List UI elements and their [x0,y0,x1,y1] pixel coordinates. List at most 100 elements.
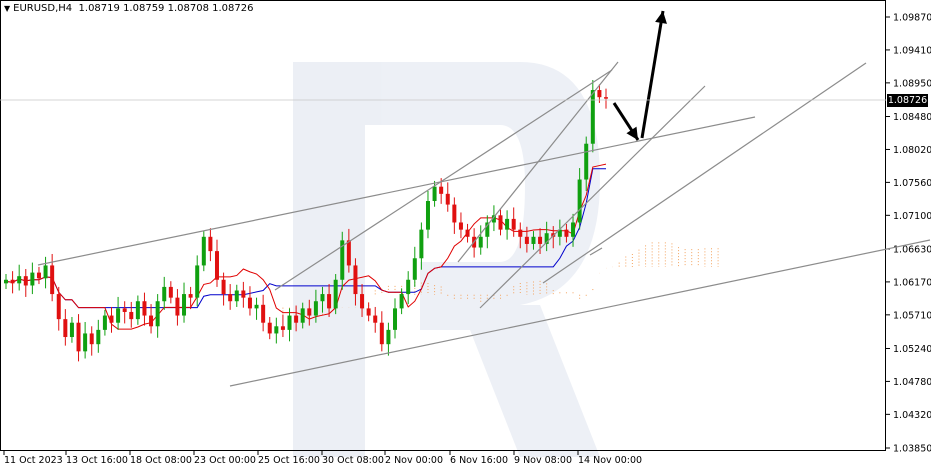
bear-candle [373,315,378,323]
bear-candle [458,222,463,230]
bull-candle [83,333,88,352]
bull-candle [287,315,292,330]
x-tick-label: 23 Oct 00:00 [194,455,256,466]
trend-line[interactable] [457,61,619,263]
bear-candle [168,286,173,298]
bull-candle [491,215,496,223]
y-tick-label: 1.06630 [893,244,931,255]
bear-candle [23,276,28,286]
bull-candle [432,186,437,201]
arrow-shaft [640,10,665,139]
bear-candle [353,265,358,295]
bull-candle [135,301,140,320]
bear-candle [56,294,61,320]
bear-candle [327,294,332,309]
bull-candle [182,294,187,316]
bear-candle [524,236,529,244]
bull-candle [406,279,411,295]
bear-candle [465,229,470,237]
bear-candle [36,272,41,279]
bull-candle [419,229,424,259]
y-tick-label: 1.04320 [893,410,931,421]
y-tick-label: 1.09410 [893,45,931,56]
bull-candle [313,301,318,316]
bear-candle [498,215,503,230]
bull-candle [102,315,107,330]
bear-candle [538,236,543,244]
trend-line[interactable] [479,85,706,309]
y-tick-label: 1.04780 [893,377,931,388]
bear-candle [346,240,351,266]
bull-candle [425,200,430,230]
bull-candle [485,222,490,237]
bear-candle [280,326,285,330]
x-tick-label: 30 Oct 08:00 [322,455,384,466]
bull-candle [557,229,562,237]
bear-candle [452,204,457,223]
chart-header: ▼ EURUSD,H4 1.08719 1.08759 1.08708 1.087… [4,3,253,14]
y-tick-label: 1.03850 [893,444,931,455]
bull-candle [116,308,121,323]
bear-candle [511,218,516,230]
bear-candle [241,290,246,298]
bull-candle [584,143,589,180]
kijun-line [5,168,606,309]
bull-candle [43,265,48,279]
x-tick-label: 2 Nov 00:00 [385,455,443,466]
trend-line[interactable] [589,247,603,256]
bull-candle [333,279,338,309]
bull-candle [69,322,74,338]
bear-candle [89,333,94,345]
arrow-head-icon [655,11,667,24]
trend-line[interactable] [229,239,931,387]
bear-candle [122,308,127,312]
bear-candle [379,322,384,345]
bull-candle [4,279,8,284]
bull-candle [96,329,101,345]
x-tick-label: 18 Oct 08:00 [130,455,192,466]
x-tick-label: 14 Nov 00:00 [578,455,642,466]
plot-area [0,0,886,451]
bull-candle [162,286,167,302]
bull-candle [155,301,160,327]
bear-candle [261,304,266,323]
x-tick-label: 13 Oct 16:00 [66,455,128,466]
bear-candle [221,279,226,295]
bull-candle [399,294,404,309]
bear-candle [214,251,219,280]
bull-candle [254,304,259,309]
x-tick-label: 11 Oct 2023 [4,455,63,466]
bull-candle [505,218,510,230]
bull-candle [544,233,549,244]
y-tick-label: 1.08480 [893,112,931,123]
bull-candle [300,308,305,323]
bear-candle [564,229,569,237]
bear-candle [109,315,114,323]
y-tick-label: 1.06170 [893,277,931,288]
time-axis: 11 Oct 2023 13 Oct 16:00 18 Oct 08:00 23 Oc… [3,451,642,466]
y-tick-label: 1.05710 [893,310,931,321]
bear-candle [175,297,180,316]
trend-line[interactable] [37,116,756,266]
bull-candle [478,236,483,248]
bear-candle [76,322,81,352]
dropdown-triangle-icon[interactable]: ▼ [4,4,11,13]
bear-candle [604,97,608,99]
x-tick-label: 6 Nov 16:00 [450,455,508,466]
bear-candle [597,90,602,98]
trend-line[interactable] [274,69,613,291]
bull-candle [320,294,325,302]
trend-lines [37,61,931,387]
bear-candle [307,308,312,316]
arrow-head-icon [626,126,638,140]
last-price-tag: 1.08726 [887,94,928,107]
price-axis: 1.09870 1.09410 1.08950 1.08480 1.08020 1.075… [886,13,931,455]
y-tick-label: 1.09870 [893,13,931,24]
bear-candle [142,301,147,316]
bull-candle [590,90,595,144]
bear-candle [366,308,371,316]
bull-candle [571,222,576,237]
bull-candle [340,240,345,280]
bear-candle [63,319,68,338]
